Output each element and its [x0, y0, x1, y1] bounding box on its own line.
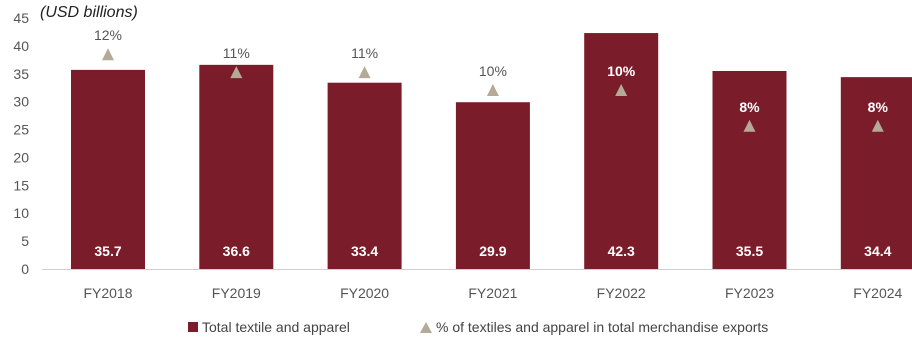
bar: [327, 82, 402, 269]
percent-marker: [615, 84, 628, 96]
percent-marker: [358, 66, 371, 79]
y-tick-label: 35: [13, 66, 29, 82]
y-tick-label: 45: [13, 10, 29, 26]
bar-value-label: 42.3: [608, 243, 635, 259]
bar: [199, 64, 274, 269]
percent-label: 10%: [607, 63, 636, 79]
bar-value-label: 33.4: [351, 243, 378, 259]
bar-value-label: 29.9: [479, 243, 506, 259]
percent-label: 8%: [868, 99, 889, 115]
y-tick-label: 0: [21, 261, 29, 277]
x-tick-label: FY2018: [83, 285, 132, 301]
y-tick-label: 20: [13, 149, 29, 165]
triangle-marker-icon: [420, 321, 432, 333]
x-tick-label: FY2021: [468, 285, 517, 301]
percent-label: 11%: [351, 45, 378, 61]
percent-marker: [743, 119, 756, 132]
bar-value-label: 35.5: [736, 243, 763, 259]
bar-value-label: 34.4: [864, 243, 891, 259]
bar: [712, 70, 787, 269]
percent-marker: [486, 84, 499, 96]
legend-swatch-bar: [188, 322, 198, 332]
bar: [840, 77, 912, 269]
unit-label: (USD billions): [40, 4, 138, 21]
bar: [455, 102, 530, 269]
y-tick-label: 25: [13, 122, 29, 138]
percent-label: 10%: [479, 63, 507, 79]
percent-marker: [871, 119, 884, 132]
percent-label: 12%: [94, 27, 122, 43]
y-tick-label: 40: [13, 38, 29, 54]
legend-label-bar: Total textile and apparel: [202, 319, 350, 335]
x-tick-label: FY2020: [340, 285, 389, 301]
percent-marker: [102, 48, 114, 61]
y-tick-label: 15: [13, 177, 29, 193]
percent-label: 11%: [223, 45, 250, 61]
bar-value-label: 36.6: [223, 243, 250, 259]
x-tick-label: FY2022: [597, 285, 646, 301]
legend-label-marker: % of textiles and apparel in total merch…: [436, 319, 769, 335]
bar-value-label: 35.7: [94, 243, 121, 259]
percent-label: 8%: [739, 99, 760, 115]
x-tick-label: FY2019: [212, 285, 261, 301]
percent-marker: [230, 66, 243, 79]
y-tick-label: 5: [21, 233, 29, 249]
legend-item-marker-series: % of textiles and apparel in total merch…: [420, 319, 768, 335]
x-tick-label: FY2024: [853, 285, 902, 301]
x-tick-label: FY2023: [725, 285, 774, 301]
legend-item-bar-series: Total textile and apparel: [188, 319, 350, 335]
bar: [71, 69, 145, 269]
y-tick-label: 30: [13, 94, 29, 110]
y-tick-label: 10: [13, 205, 29, 221]
bar: [584, 33, 659, 270]
